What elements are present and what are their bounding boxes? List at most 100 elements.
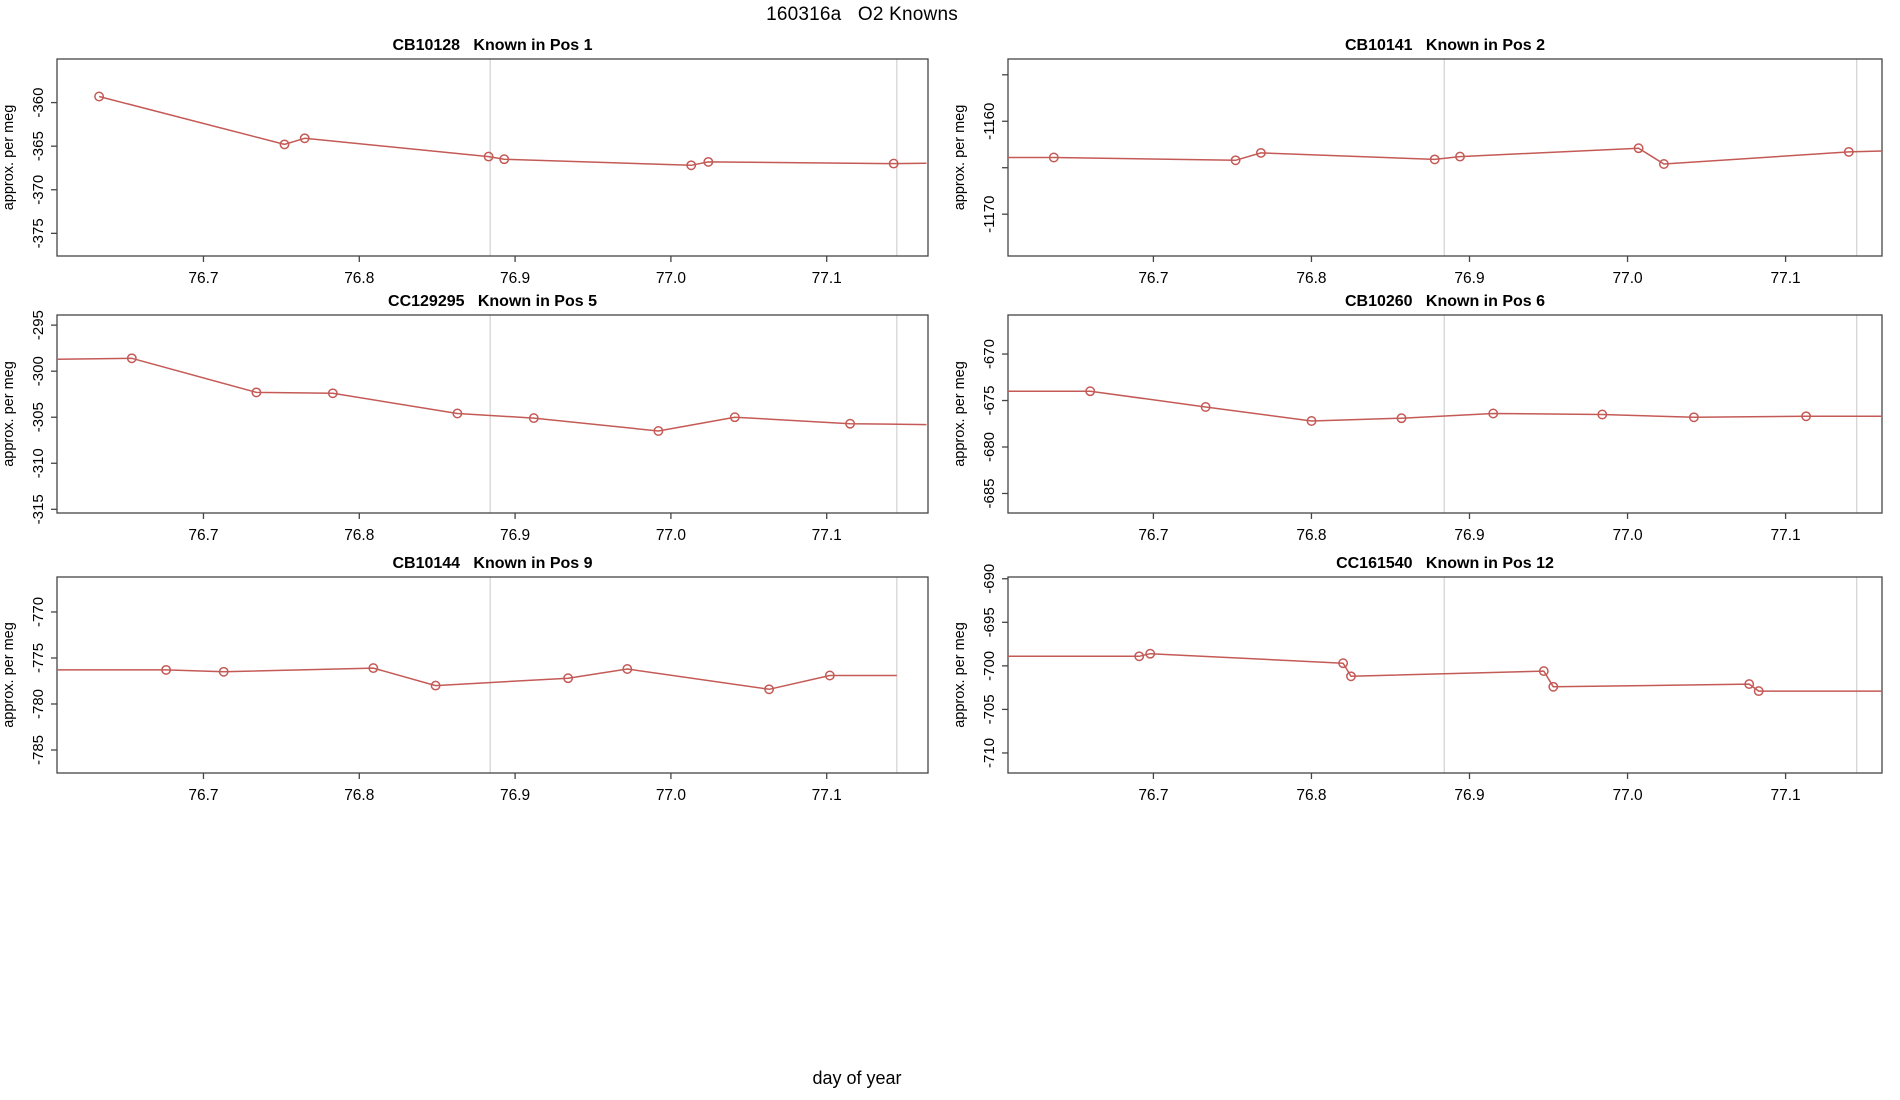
x-tick-label: 77.1 xyxy=(1771,787,1801,804)
panel-title: CC161540 Known in Pos 12 xyxy=(1336,555,1554,572)
data-point-marker xyxy=(1597,409,1608,420)
panel-CB10260: 76.7 76.8 76.9 77.0 77.1 -670 -675 -680 -685 appr… xyxy=(952,293,1883,544)
data-line xyxy=(56,357,927,432)
data-point-marker xyxy=(703,156,714,167)
y-tick-label: -705 xyxy=(981,694,998,724)
data-point-marker xyxy=(1048,152,1059,163)
data-point-marker xyxy=(824,670,835,681)
x-tick-label: 77.0 xyxy=(1612,787,1643,804)
data-point-marker xyxy=(1843,146,1854,157)
x-tick-label: 76.7 xyxy=(188,787,218,804)
data-point-marker xyxy=(1753,686,1764,697)
data-point-marker xyxy=(1538,666,1549,677)
panel-box xyxy=(56,576,929,774)
data-point-marker xyxy=(1801,411,1812,422)
data-point-marker xyxy=(1230,155,1241,166)
y-tick-label: -300 xyxy=(30,356,47,386)
x-tick-label: 76.7 xyxy=(1138,787,1168,804)
data-point-marker xyxy=(126,353,137,364)
y-tick-label: -785 xyxy=(30,735,47,765)
x-tick-label: 76.9 xyxy=(500,270,530,287)
data-point-marker xyxy=(1346,671,1356,682)
data-line xyxy=(57,667,897,691)
x-tick-label: 77.0 xyxy=(656,270,687,287)
data-point-marker xyxy=(528,413,539,424)
panel-box xyxy=(1007,314,1883,514)
x-tick-label: 77.1 xyxy=(812,527,842,544)
x-tick-label: 76.8 xyxy=(344,527,374,544)
data-point-marker xyxy=(1200,402,1211,412)
y-axis-title: approx. per meg xyxy=(1,105,17,211)
y-tick-label: -295 xyxy=(30,310,47,340)
x-tick-label: 77.1 xyxy=(812,787,842,804)
y-tick-label: -310 xyxy=(30,448,47,478)
x-tick-label: 77.1 xyxy=(1771,527,1801,544)
y-tick-label: -375 xyxy=(30,218,47,248)
x-tick-label: 76.8 xyxy=(1296,787,1326,804)
y-tick-label: -780 xyxy=(30,689,47,719)
x-tick-label: 76.9 xyxy=(500,787,530,804)
y-axis-title: approx. per meg xyxy=(952,622,968,728)
panel-title: CC129295 Known in Pos 5 xyxy=(388,293,597,310)
data-point-marker xyxy=(499,154,510,165)
data-point-marker xyxy=(299,133,310,144)
y-axis-title: approx. per meg xyxy=(952,361,968,467)
x-tick-label: 77.1 xyxy=(812,270,842,287)
data-point-marker xyxy=(622,664,633,674)
x-tick-label: 77.0 xyxy=(656,787,687,804)
x-tick-label: 76.9 xyxy=(1454,270,1484,287)
y-tick-label: -775 xyxy=(30,643,47,673)
panel-title: CB10141 Known in Pos 2 xyxy=(1345,37,1545,54)
data-point-marker xyxy=(1306,416,1317,426)
data-point-marker xyxy=(483,151,494,162)
y-tick-label: -680 xyxy=(981,432,998,462)
y-tick-label: -670 xyxy=(981,339,998,369)
x-tick-label: 76.7 xyxy=(188,527,218,544)
y-tick-label: -675 xyxy=(981,386,998,416)
y-tick-label: -360 xyxy=(30,88,47,118)
data-point-marker xyxy=(1633,143,1644,154)
x-axis-title: day of year xyxy=(812,1068,902,1088)
data-point-marker xyxy=(563,673,574,684)
x-tick-label: 76.7 xyxy=(1138,270,1168,287)
data-point-marker xyxy=(729,412,740,423)
data-line xyxy=(1008,147,1883,165)
x-tick-label: 76.9 xyxy=(500,527,530,544)
data-point-marker xyxy=(1085,386,1096,397)
y-tick-label: -370 xyxy=(30,175,47,205)
y-axis-title: approx. per meg xyxy=(1,622,17,728)
y-tick-label: -690 xyxy=(981,564,998,594)
y-tick-label: -315 xyxy=(30,494,47,524)
data-point-marker xyxy=(1134,651,1145,662)
data-point-marker xyxy=(218,666,229,677)
data-point-marker xyxy=(94,91,105,102)
x-tick-label: 76.9 xyxy=(1454,527,1484,544)
panel-title: CB10144 Known in Pos 9 xyxy=(392,555,592,572)
x-tick-label: 76.7 xyxy=(188,270,218,287)
x-tick-label: 77.0 xyxy=(656,527,687,544)
y-tick-label: -1170 xyxy=(981,196,998,233)
x-tick-label: 77.0 xyxy=(1612,270,1643,287)
panel-CB10141: 76.7 76.8 76.9 77.0 77.1 -1160 -1170 approx. pe… xyxy=(952,37,1883,287)
data-point-marker xyxy=(161,664,172,675)
data-line xyxy=(1008,390,1882,422)
data-point-marker xyxy=(686,160,697,171)
data-point-marker xyxy=(1255,147,1266,158)
data-point-marker xyxy=(1396,413,1407,424)
panel-CB10128: 76.7 76.8 76.9 77.0 77.1 -360 -365 -370 -375 appr… xyxy=(1,37,929,287)
data-point-marker xyxy=(452,408,463,419)
panel-CB10144: 76.7 76.8 76.9 77.0 77.1 -770 -775 -780 -785 appr… xyxy=(1,555,929,804)
x-tick-label: 76.7 xyxy=(1138,527,1168,544)
data-point-marker xyxy=(1658,159,1669,169)
x-tick-label: 77.0 xyxy=(1612,527,1643,544)
panel-box xyxy=(56,314,929,514)
y-tick-label: -305 xyxy=(30,402,47,432)
panel-box xyxy=(56,58,929,257)
y-axis-title: approx. per meg xyxy=(952,105,968,211)
panel-title: CB10128 Known in Pos 1 xyxy=(392,37,592,54)
y-tick-label: -1160 xyxy=(981,103,998,140)
data-point-marker xyxy=(888,158,899,169)
page-title: 160316a O2 Knowns xyxy=(766,4,958,25)
x-tick-label: 76.8 xyxy=(344,787,374,804)
y-axis-title: approx. per meg xyxy=(1,361,17,467)
